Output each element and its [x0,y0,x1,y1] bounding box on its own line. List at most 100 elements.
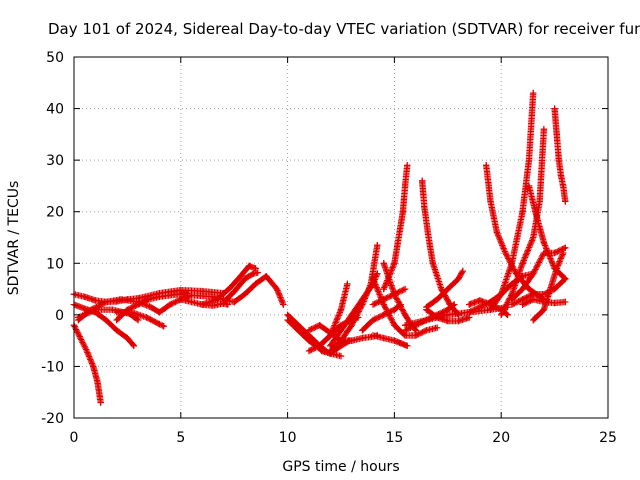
y-tick-label: -20 [41,411,64,427]
data-point [530,234,537,241]
data-point [547,285,554,293]
data-point [525,156,533,164]
data-point [487,306,494,313]
data-point [438,285,445,293]
data-point [280,301,287,308]
data-point [519,208,526,215]
data-point [102,298,110,306]
data-point [220,298,227,306]
data-point [177,286,184,294]
data-point [557,172,565,179]
data-point [562,275,569,282]
data-point [327,332,334,339]
data-point [250,270,257,277]
data-point [530,316,537,324]
series-arc-25 [369,285,409,308]
data-point [459,267,466,275]
series-arc-21 [327,242,381,355]
data-point [476,303,484,311]
data-point [90,363,97,370]
data-point [359,301,366,308]
data-point [559,249,567,257]
data-point [483,162,490,169]
data-point [359,334,366,342]
data-point [337,327,345,334]
series-arc-36 [487,89,537,313]
data-point [562,198,569,205]
x-tick-label: 0 [70,430,79,446]
data-point [551,299,558,307]
data-point [92,297,99,304]
data-point [404,162,411,169]
data-point [237,272,244,280]
data-point [380,311,387,319]
data-point [433,324,441,331]
y-axis-label: SDTVAR / TECUs [6,181,22,296]
data-point [346,337,353,344]
data-point [305,347,313,355]
data-point [213,296,221,303]
y-tick-label: 50 [46,50,64,66]
data-point [519,260,526,267]
grid [74,57,608,418]
data-point [530,270,537,277]
data-point [134,316,142,324]
data-point [359,327,366,334]
data-point [156,309,163,316]
data-point [455,275,462,282]
data-point [367,280,375,288]
data-point [421,203,428,210]
data-point [92,306,99,313]
data-point [369,316,377,324]
x-tick-label: 15 [385,430,403,446]
data-point [81,293,88,301]
series-arc-01 [70,321,104,406]
series-arc-22 [359,301,405,334]
data-point [551,105,558,112]
data-point [128,309,135,316]
data-point [562,298,569,306]
data-point [160,323,167,330]
data-point [502,249,509,257]
data-point [493,229,501,236]
data-point [348,311,355,319]
data-point [540,291,548,298]
data-point [391,306,398,313]
data-point [337,352,345,360]
data-point [374,242,381,249]
data-point [156,289,163,297]
data-point [465,309,473,316]
data-point [156,320,163,328]
data-point [429,260,437,267]
data-point [147,303,155,311]
data-point [102,316,110,324]
data-point [305,332,313,339]
data-point [380,285,387,293]
data-point [401,311,409,319]
data-point [418,177,426,184]
data-point [423,303,430,311]
data-point [540,239,548,246]
data-point [487,298,494,306]
data-point [380,296,387,303]
data-point [525,285,533,293]
data-point [113,309,120,316]
data-point [295,321,302,329]
data-point [117,296,125,303]
chart-title: Day 101 of 2024, Sidereal Day-to-day VTE… [48,20,640,38]
data-point [504,311,511,319]
data-point [530,89,537,97]
data-point [530,296,537,303]
x-tick-label: 20 [492,430,510,446]
data-point [401,182,409,190]
data-point [498,311,505,319]
data-point [369,332,377,339]
data-point [252,280,259,288]
data-point [465,301,473,308]
x-axis-label: GPS time / hours [282,459,399,475]
series-arc-27 [369,332,411,349]
data-point [231,298,238,306]
data-point [536,198,543,205]
data-point [399,208,407,215]
